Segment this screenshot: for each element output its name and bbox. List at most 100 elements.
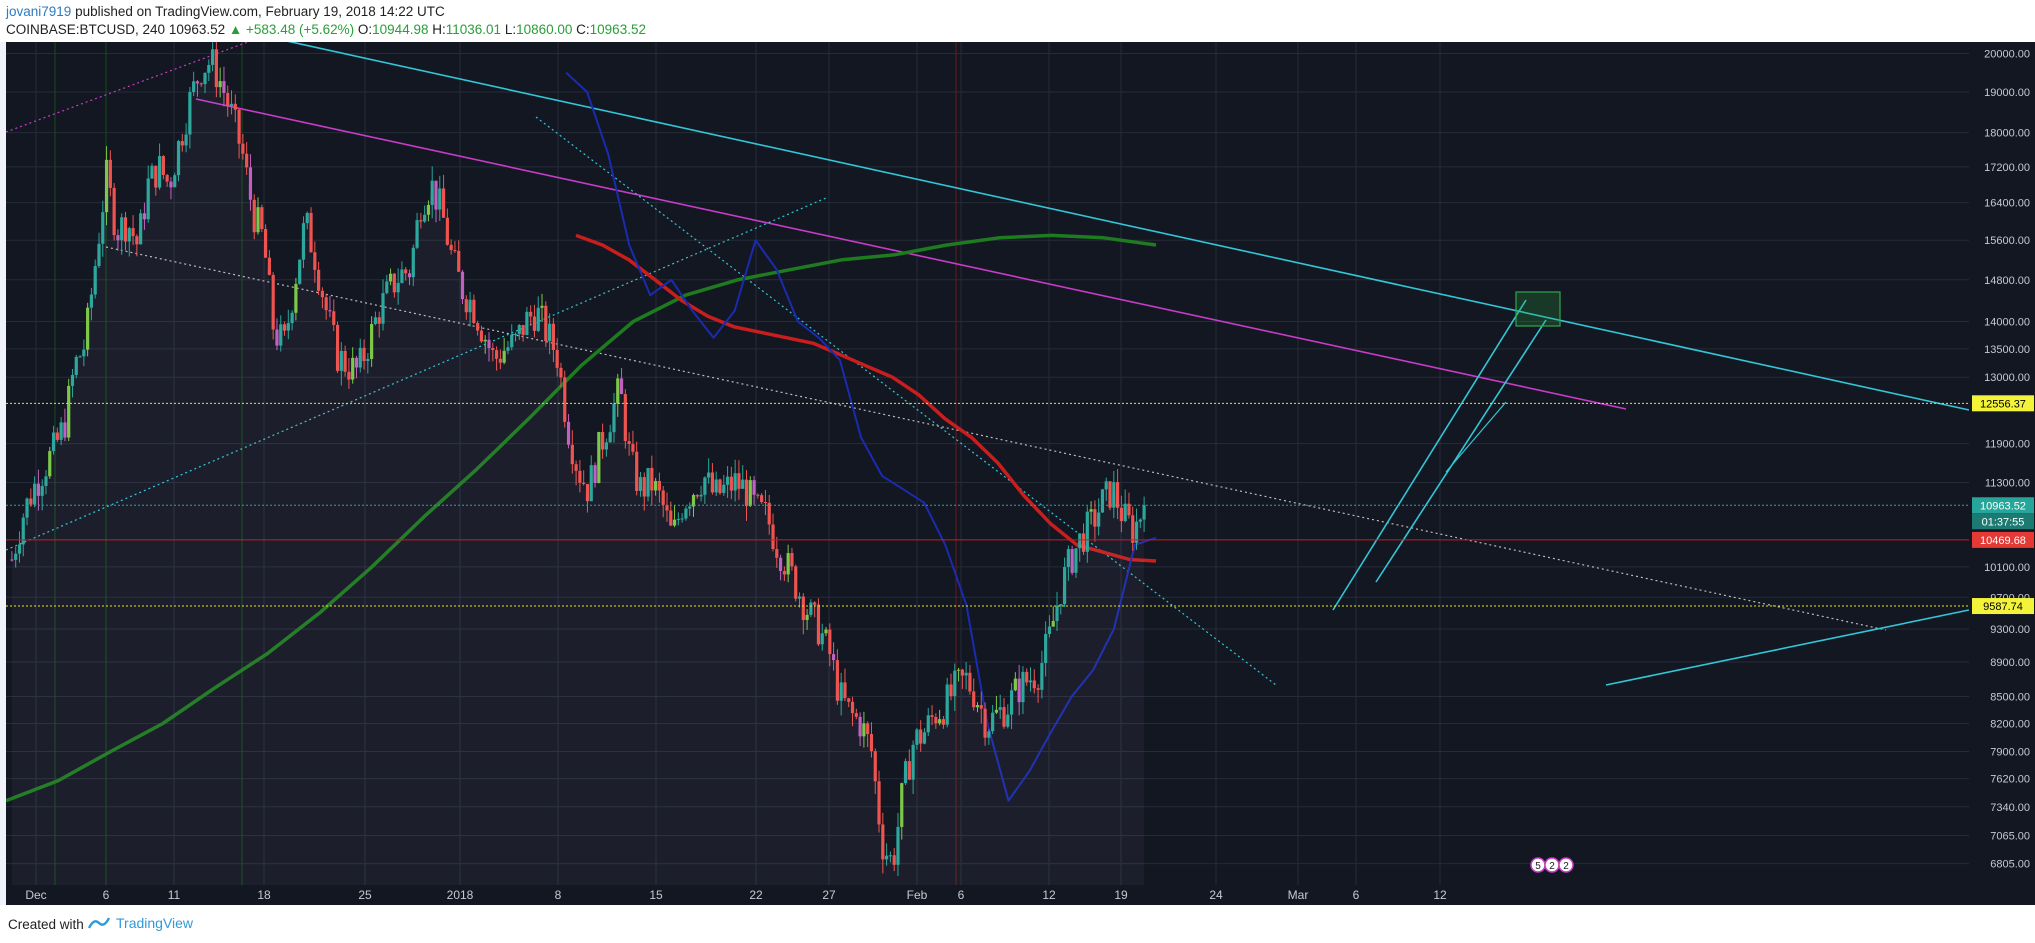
candle-body: [775, 548, 779, 558]
candle-body: [29, 498, 33, 505]
candle-body: [877, 781, 881, 825]
candle-body: [48, 451, 52, 477]
candle-body: [881, 824, 885, 860]
candle-body: [593, 465, 597, 484]
x-tick-label: 12: [1433, 888, 1447, 902]
candle-body: [354, 357, 359, 368]
candle-body: [619, 378, 624, 395]
candle-body: [987, 731, 991, 738]
candle-body: [998, 707, 1002, 710]
candle-body: [589, 465, 593, 502]
candle-body: [707, 472, 711, 478]
candle-body: [116, 235, 120, 241]
candle-body: [392, 273, 396, 293]
candle-body: [1051, 620, 1055, 627]
candle-body: [760, 495, 764, 503]
price-label-text: 9587.74: [1983, 601, 2023, 613]
candle-body: [866, 723, 870, 735]
candle-body: [725, 476, 730, 485]
candle-body: [843, 682, 847, 699]
trend-line: [6, 42, 250, 133]
tradingview-link[interactable]: TradingView: [88, 915, 193, 931]
candle-body: [313, 252, 317, 270]
candle-body: [176, 141, 181, 176]
candle-body: [771, 524, 775, 549]
event-badge[interactable]: [1558, 857, 1574, 873]
event-badge-count: 2: [1549, 861, 1555, 872]
y-tick-label: 8200.00: [1990, 719, 2030, 731]
candle-body: [1123, 503, 1127, 522]
candle-body: [1028, 680, 1033, 683]
candle-body: [317, 269, 321, 291]
candle-body: [63, 422, 67, 438]
candle-body: [748, 480, 752, 507]
candle-body: [10, 559, 14, 561]
candle-body: [290, 312, 294, 324]
candle-body: [55, 432, 59, 440]
candle-body: [960, 669, 964, 676]
price-area: [11, 49, 1145, 886]
candle-body: [279, 324, 283, 346]
candles: [10, 42, 1146, 886]
candle-body: [737, 473, 741, 489]
candle-body: [816, 604, 821, 645]
close-label: C:: [576, 22, 590, 37]
candle-body: [460, 271, 465, 300]
candle-body: [953, 670, 957, 697]
candle-body: [767, 502, 771, 525]
candle-body: [33, 483, 37, 505]
publisher-link[interactable]: jovani7919: [6, 4, 72, 19]
candle-body: [566, 421, 571, 445]
trend-line: [287, 42, 1970, 411]
candle-body: [536, 307, 540, 331]
candle-body: [180, 141, 184, 146]
candle-body: [684, 508, 688, 519]
candle-body: [729, 476, 733, 491]
candle-body: [813, 602, 817, 605]
candle-body: [70, 374, 75, 386]
candle-body: [1119, 507, 1123, 522]
candle-body: [320, 290, 324, 298]
candle-body: [328, 310, 332, 312]
candle-body: [351, 357, 355, 380]
moving-average-line: [575, 233, 1157, 563]
candle-body: [506, 347, 510, 351]
y-tick-label: 7065.00: [1990, 831, 2030, 843]
price-chart[interactable]: 20000.00 19000.00 18000.00 17200.00 16400.00…: [6, 42, 2035, 905]
candle-body: [51, 432, 56, 452]
candle-body: [415, 220, 419, 248]
y-tick-label: 11300.00: [1985, 478, 2030, 490]
candle-body: [1131, 515, 1135, 543]
y-tick-label: 7340.00: [1990, 802, 2030, 814]
candle-body: [710, 472, 715, 493]
candle-body: [101, 212, 105, 244]
event-badge-count: 5: [1535, 861, 1541, 872]
candle-body: [612, 403, 616, 433]
candle-body: [907, 761, 911, 780]
candle-body: [434, 180, 438, 210]
y-tick-label: 16400.00: [1984, 198, 2030, 210]
candle-body: [756, 494, 760, 496]
time-axis[interactable]: Dec 6 11 18 25 2018 8 15 22 27 Feb 6 12 19 24 Mar 6 12: [25, 888, 1447, 902]
candle-body: [241, 143, 245, 154]
candle-body: [89, 294, 94, 308]
candle-body: [127, 228, 131, 242]
candle-body: [1074, 548, 1078, 573]
candle-body: [97, 243, 101, 267]
price-axis[interactable]: 20000.00 19000.00 18000.00 17200.00 16400.00…: [1984, 48, 2030, 870]
candle-body: [305, 212, 309, 224]
candle-body: [468, 299, 472, 313]
candle-body: [157, 156, 162, 188]
candle-body: [983, 708, 987, 738]
trend-line: [105, 246, 1887, 631]
x-tick-label: 18: [257, 888, 271, 902]
target-box: [1515, 291, 1561, 327]
y-tick-label: 8900.00: [1990, 657, 2030, 669]
candle-body: [373, 317, 378, 325]
candle-body: [975, 705, 980, 708]
candle-body: [267, 257, 271, 275]
candle-body: [1127, 503, 1131, 516]
candle-body: [419, 220, 423, 222]
candle-body: [332, 311, 336, 325]
